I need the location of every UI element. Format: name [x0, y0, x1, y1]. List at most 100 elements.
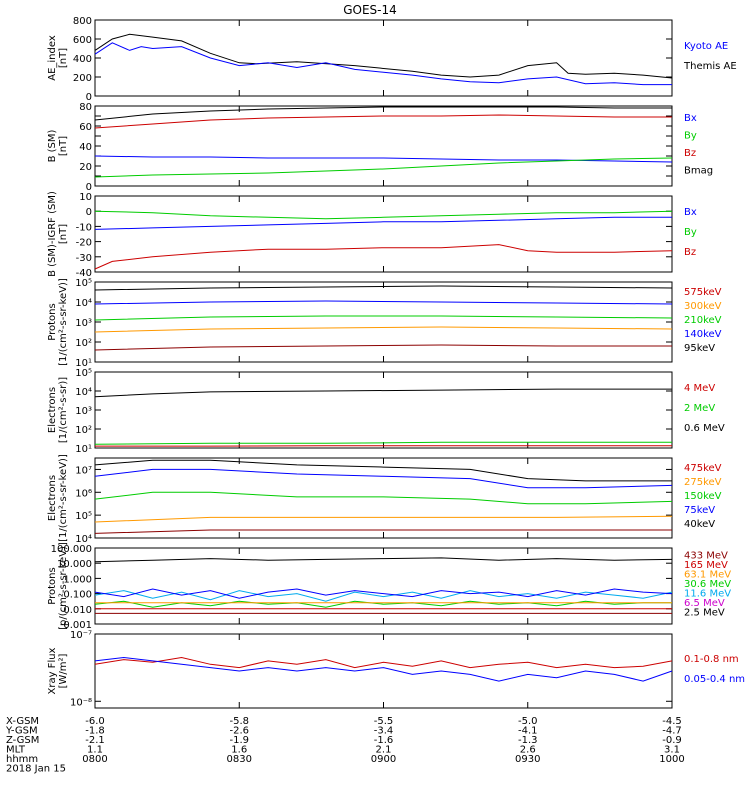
- y-tick-label: -20: [76, 238, 92, 249]
- y-tick-label: 1.000: [63, 574, 92, 585]
- y-axis-label: Xray Flux: [47, 647, 58, 694]
- legend-entry: 95keV: [684, 343, 715, 354]
- y-tick-label: 0: [86, 182, 92, 193]
- legend-entry: 275keV: [684, 477, 722, 488]
- x-tick-label: 0800: [82, 754, 107, 765]
- x-tick-label: -1.3: [518, 735, 538, 746]
- x-tick-label: -5.8: [229, 716, 249, 727]
- series-line-0-05-0-4-nm: [94, 656, 673, 682]
- legend-entry: 75keV: [684, 505, 715, 516]
- series-line-140kev: [94, 300, 673, 305]
- x-tick-label: -2.6: [229, 726, 249, 737]
- series-line-300kev: [94, 326, 673, 333]
- panel-bdiff: -40 -30 -20 -10 0 10 B (SM)-IGRF (SM) [nT] Bx By B…: [47, 191, 697, 279]
- legend-entry: Bmag: [684, 165, 713, 176]
- series-line-30-6-mev: [94, 600, 672, 608]
- series-line-bz: [94, 114, 672, 129]
- y-axis-label: [1/(cm²-s-sr-keV)]: [58, 454, 69, 542]
- legend-entry: 2 MeV: [684, 403, 715, 414]
- series-line-by: [94, 157, 673, 178]
- legend-entry: 300keV: [684, 301, 722, 312]
- panel-protons1: 10¹ 10² 10³ 10⁴ 10⁵ Protons [1/(cm²-s-sr-keV)]…: [47, 278, 722, 369]
- x-tick-label: 2.6: [520, 745, 536, 756]
- y-tick-label: 80: [79, 102, 92, 113]
- y-tick-label: 400: [73, 54, 92, 65]
- panel-frame: [94, 457, 673, 539]
- panel-electrons1: 10¹ 10² 10³ 10⁴ 10⁵ Electrons [1/(cm²-s-sr)] 4 …: [47, 368, 725, 455]
- panel-frame: [94, 281, 673, 363]
- series-line-575kev: [94, 344, 672, 351]
- x-row-label: Y-GSM: [5, 726, 38, 737]
- panel-frame: [94, 195, 673, 273]
- x-tick-label: 0930: [515, 754, 540, 765]
- legend-entry: 11.6 MeV: [684, 588, 731, 599]
- chart-title: GOES-14: [343, 3, 397, 17]
- legend-entry: Bx: [684, 113, 697, 124]
- y-tick-label: 800: [73, 16, 92, 27]
- y-tick-label: -30: [76, 253, 92, 264]
- x-tick-label: -4.5: [662, 716, 682, 727]
- x-tick-label: 0900: [371, 754, 396, 765]
- series-line-2-mev: [94, 441, 672, 445]
- y-axis-label: Electrons: [47, 387, 58, 433]
- x-tick-label: -4.1: [518, 726, 538, 737]
- series-line-475kev: [94, 529, 672, 534]
- legend-entry: 575keV: [684, 287, 722, 298]
- panel-xray: 10⁻⁸ 10⁻⁷ Xray Flux [W/m²] 0.1-0.8 nm 0.05-0.…: [47, 630, 745, 709]
- y-tick-label: 10⁻⁸: [70, 697, 92, 708]
- legend-entry: By: [684, 130, 697, 141]
- y-tick-label: 10²: [75, 338, 92, 349]
- series-line-bx: [94, 155, 673, 163]
- x-tick-label: -0.9: [662, 735, 682, 746]
- panel-electrons2: 10⁴ 10⁵ 10⁶ 10⁷ Electrons [1/(cm²-s-sr-keV)] 4…: [47, 454, 722, 545]
- y-tick-label: 10¹: [75, 444, 92, 455]
- series-line-bmag: [94, 106, 672, 121]
- panel-frame: [94, 19, 673, 97]
- series-line-bz: [94, 244, 673, 270]
- y-tick-label: 10: [79, 192, 92, 203]
- series-line-0-1-0-8-nm: [94, 656, 673, 669]
- x-tick-label: -2.1: [85, 735, 105, 746]
- y-tick-label: 10⁴: [75, 298, 92, 309]
- legend-entry: 433 MeV: [684, 551, 728, 562]
- y-axis-label: AE_index: [47, 35, 58, 81]
- panel-frame: [94, 371, 673, 449]
- y-axis-label: [nT]: [58, 224, 69, 244]
- y-tick-label: 0: [86, 207, 92, 218]
- series-line-150kev: [94, 491, 673, 505]
- x-row-label: MLT: [6, 745, 26, 756]
- y-axis-label: Protons: [47, 303, 58, 340]
- series-line-2-5-mev: [94, 557, 673, 563]
- panel-ae: 0 200 400 600 800 AE_index [nT] Kyoto AE Themis …: [47, 16, 737, 103]
- x-tick-label: -5.0: [518, 716, 538, 727]
- x-tick-label: 1.6: [231, 745, 247, 756]
- y-tick-label: 10⁷: [75, 465, 92, 476]
- y-tick-label: 10²: [75, 425, 92, 436]
- y-axis-label: [p/(cm²-s-sr-keV)]: [58, 542, 69, 630]
- legend-entry: Bz: [684, 247, 696, 258]
- series-line-kyoto-ae: [94, 42, 672, 86]
- legend-entry: 150keV: [684, 491, 722, 502]
- series-line-275kev: [94, 515, 673, 523]
- x-tick-label: 1000: [659, 754, 684, 765]
- y-tick-label: 10⁵: [75, 511, 92, 522]
- series-line-6-5-mev: [94, 588, 673, 599]
- y-tick-label: 10¹: [75, 358, 92, 369]
- legend-entry: 140keV: [684, 329, 722, 340]
- x-tick-label: -6.0: [85, 716, 105, 727]
- y-tick-label: 0.100: [63, 590, 92, 601]
- y-axis-label: [1/(cm²-s-sr)]: [58, 377, 69, 443]
- legend-entry: 63.1 MeV: [684, 570, 731, 581]
- x-tick-label: -4.7: [662, 726, 682, 737]
- x-tick-label: -1.6: [374, 735, 394, 746]
- y-tick-label: 600: [73, 35, 92, 46]
- y-axis-label: [W/m²]: [58, 653, 69, 688]
- legend-entry: 40keV: [684, 519, 715, 530]
- legend-entry: Themis AE: [683, 61, 737, 72]
- y-tick-label: 10³: [75, 318, 92, 329]
- legend-entry: By: [684, 227, 697, 238]
- legend-entry: 2.5 MeV: [684, 607, 725, 618]
- y-axis-label: [1/(cm²-s-sr-keV)]: [58, 278, 69, 366]
- y-tick-label: 60: [79, 122, 92, 133]
